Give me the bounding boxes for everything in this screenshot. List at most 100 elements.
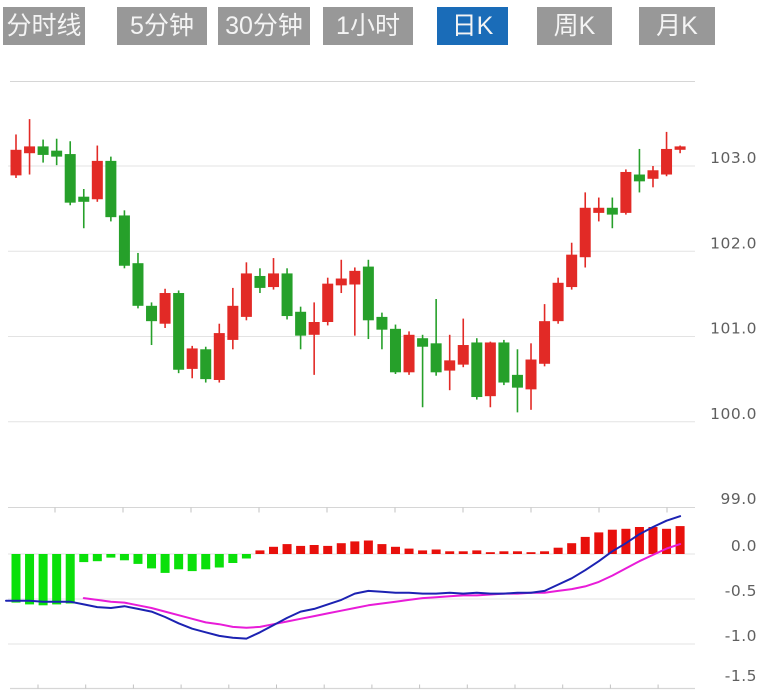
candle-body — [593, 207, 605, 213]
macd-bar — [38, 554, 48, 606]
candle-body — [511, 374, 523, 388]
candle-body — [10, 149, 22, 176]
tab-timeline[interactable]: 分时线 — [3, 7, 85, 45]
candle-body — [132, 263, 144, 306]
macd-bar — [580, 536, 590, 554]
candle-body — [295, 311, 307, 336]
candle-body — [389, 328, 401, 373]
candle-body — [281, 273, 293, 317]
candle-body — [606, 207, 618, 215]
axis-tick-label: -0.5 — [725, 582, 757, 600]
candle-body — [173, 293, 185, 370]
macd-bar — [458, 551, 468, 554]
axis-tick-label: -1.0 — [725, 627, 757, 645]
candle-body — [647, 170, 659, 179]
macd-bar — [350, 541, 360, 554]
macd-bar — [662, 528, 672, 554]
axis-tick-label: 101.0 — [710, 320, 757, 338]
axis-tick-label: 0.0 — [731, 537, 757, 555]
axis-tick-label: 103.0 — [710, 149, 757, 167]
candlesticks — [10, 119, 686, 413]
axis-tick-label: -1.5 — [725, 667, 757, 685]
macd-bar — [499, 551, 509, 554]
macd-bar — [309, 545, 319, 554]
macd-bar — [485, 552, 495, 554]
macd-bar — [160, 554, 170, 573]
macd-bar — [133, 554, 143, 564]
macd-bar — [92, 554, 102, 562]
candle-body — [254, 275, 266, 288]
tab-5min[interactable]: 5分钟 — [117, 7, 207, 45]
candle-body — [566, 254, 578, 288]
candle-body — [37, 146, 49, 155]
candle-body — [498, 342, 510, 383]
candle-body — [403, 334, 415, 373]
candle-body — [78, 196, 90, 202]
candle-body — [430, 343, 442, 373]
macd-bar — [296, 545, 306, 554]
candle-body — [484, 342, 496, 397]
candle-body — [308, 322, 320, 335]
candle-body — [64, 154, 76, 203]
macd-histogram — [11, 526, 685, 606]
candle-body — [539, 321, 551, 364]
macd-bar — [512, 551, 522, 554]
candle-body — [417, 338, 429, 347]
macd-bar — [418, 550, 428, 554]
candle-body — [661, 148, 673, 175]
macd-bar — [25, 554, 35, 605]
macd-bar — [607, 529, 617, 554]
macd-bar — [648, 527, 658, 554]
candle-body — [186, 348, 198, 369]
macd-bar — [106, 554, 116, 558]
macd-bar — [553, 547, 563, 554]
candle-body — [525, 359, 537, 390]
macd-bar — [336, 543, 346, 554]
candle-body — [633, 174, 645, 182]
candle-body — [322, 283, 334, 323]
candle-body — [362, 266, 374, 321]
macd-bar — [241, 554, 251, 559]
macd-bar — [174, 554, 184, 570]
candle-body — [105, 160, 117, 218]
candle-body — [268, 273, 280, 288]
macd-bar — [79, 554, 89, 563]
candle-body — [51, 150, 63, 157]
macd-bar — [594, 532, 604, 554]
tab-monthly-k[interactable]: 月K — [639, 7, 715, 45]
candle-body — [118, 215, 130, 266]
macd-bar — [119, 554, 129, 561]
macd-bar — [377, 544, 387, 554]
macd-bar — [404, 548, 414, 554]
tab-30min[interactable]: 30分钟 — [218, 7, 310, 45]
macd-bar — [52, 554, 62, 605]
macd-bar — [472, 550, 482, 554]
macd-bar — [323, 545, 333, 554]
macd-bar — [228, 554, 238, 563]
macd-bar — [187, 554, 197, 572]
macd-bar — [445, 551, 455, 554]
tab-weekly-k[interactable]: 周K — [537, 7, 612, 45]
macd-bar — [282, 544, 292, 554]
candle-body — [227, 305, 239, 340]
candle-body — [240, 273, 252, 317]
candle-body — [552, 282, 564, 322]
candle-body — [444, 360, 456, 371]
candle-body — [200, 349, 212, 380]
macd-bar — [567, 543, 577, 554]
macd-bar — [214, 554, 224, 568]
timeframe-tabbar: 分时线 5分钟 30分钟 1小时 日K 周K 月K — [0, 0, 762, 52]
axis-tick-label: 100.0 — [710, 405, 757, 423]
macd-dif-line — [5, 515, 682, 640]
candle-body — [159, 293, 171, 324]
tab-1hour[interactable]: 1小时 — [323, 7, 413, 45]
macd-bar — [675, 526, 685, 554]
candle-body — [349, 270, 361, 285]
candle-body — [335, 278, 347, 286]
candle-body — [579, 207, 591, 258]
candle-body — [91, 160, 103, 200]
macd-bar — [255, 550, 265, 554]
macd-bar — [634, 527, 644, 554]
tab-daily-k[interactable]: 日K — [437, 7, 508, 45]
candle-body — [24, 146, 36, 154]
